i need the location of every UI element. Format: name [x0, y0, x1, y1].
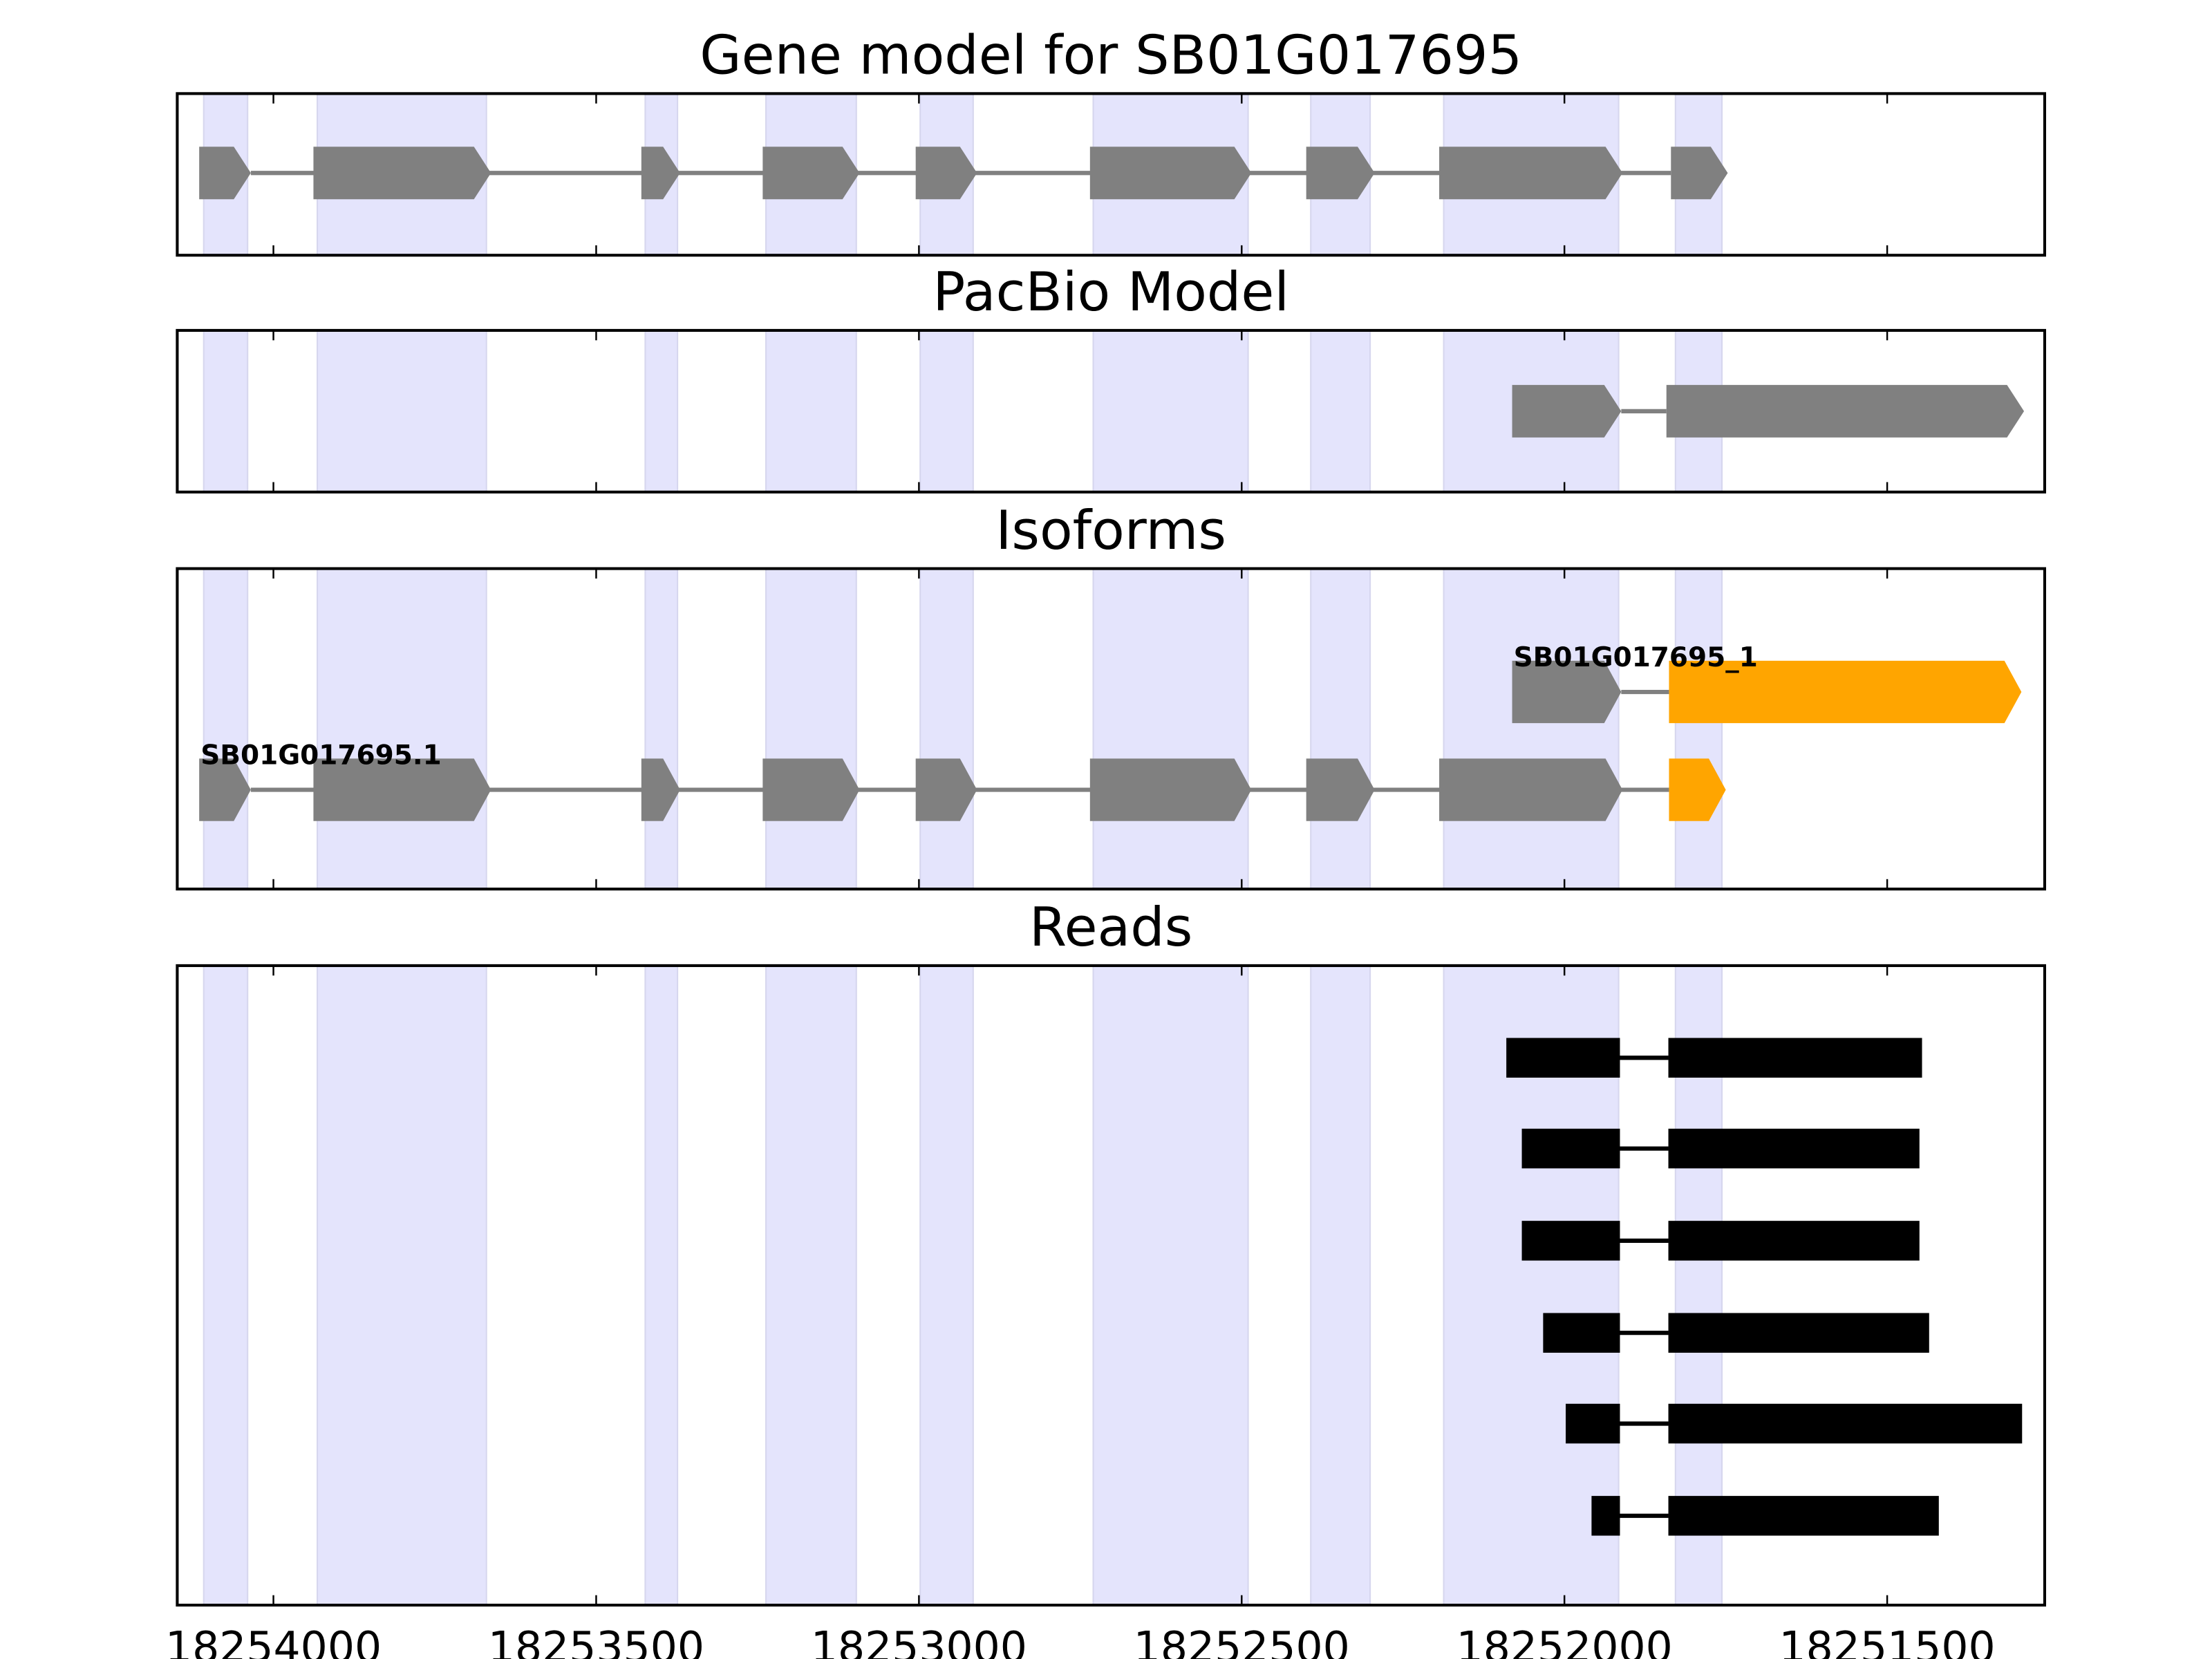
- exon: [762, 147, 860, 200]
- shaded-exon-region: [203, 568, 249, 890]
- shaded-exon-region: [1310, 964, 1371, 1606]
- exon: [1089, 147, 1252, 200]
- exon: [313, 758, 491, 821]
- exon: [1669, 660, 2022, 724]
- shaded-exon-region: [1674, 568, 1723, 890]
- read-block: [1668, 1403, 2023, 1444]
- exon: [199, 147, 251, 200]
- read-block: [1668, 1038, 1922, 1078]
- exon: [1512, 660, 1622, 724]
- shaded-exon-region: [765, 329, 857, 493]
- panel-title: Reads: [1029, 897, 1192, 959]
- exon: [1512, 384, 1622, 438]
- read-block: [1543, 1313, 1620, 1353]
- shaded-exon-region: [919, 329, 974, 493]
- panel-1: PacBio Model: [176, 261, 2046, 494]
- panel-title: Isoforms: [995, 500, 1226, 562]
- exon: [641, 147, 680, 200]
- exon: [1671, 147, 1728, 200]
- exon: [915, 147, 977, 200]
- shaded-exon-region: [1310, 329, 1371, 493]
- exon: [1306, 758, 1375, 821]
- x-tick-label: 18253000: [811, 1622, 1027, 1659]
- shaded-exon-region: [1092, 964, 1249, 1606]
- exon: [1669, 758, 1726, 821]
- panel-title: Gene model for SB01G017695: [700, 25, 1522, 87]
- shaded-exon-region: [919, 568, 974, 890]
- panel-frame: [176, 328, 2046, 494]
- read-block: [1566, 1403, 1620, 1444]
- shaded-exon-region: [644, 329, 679, 493]
- x-tick-label: 18252000: [1456, 1622, 1673, 1659]
- shaded-exon-region: [919, 964, 974, 1606]
- exon: [1089, 758, 1252, 821]
- exon: [915, 758, 977, 821]
- x-tick-label: 18254000: [165, 1622, 382, 1659]
- panel-0: Gene model for SB01G017695: [176, 25, 2046, 257]
- isoform-label: SB01G017695_1: [1514, 642, 1758, 673]
- x-tick-label: 18251500: [1779, 1622, 1996, 1659]
- panel-frame: [176, 964, 2046, 1607]
- shaded-exon-region: [644, 964, 679, 1606]
- shaded-exon-region: [203, 329, 249, 493]
- exon: [762, 758, 860, 821]
- panel-title: PacBio Model: [932, 261, 1289, 324]
- x-tick-label: 18252500: [1134, 1622, 1350, 1659]
- panel-frame: [176, 567, 2046, 891]
- read-block: [1668, 1313, 1929, 1353]
- exon: [1439, 758, 1623, 821]
- shaded-exon-region: [644, 568, 679, 890]
- read-block: [1521, 1221, 1620, 1261]
- read-block: [1668, 1128, 1920, 1169]
- shaded-exon-region: [1092, 568, 1249, 890]
- shaded-exon-region: [765, 568, 857, 890]
- exon: [1306, 147, 1375, 200]
- x-tick-label: 18253500: [488, 1622, 704, 1659]
- panel-2: Isoforms SB01G017695_1 SB01G017695.1: [176, 500, 2046, 891]
- panel-3: Reads: [176, 897, 2046, 1607]
- panel-frame: [176, 92, 2046, 257]
- shaded-exon-region: [317, 568, 487, 890]
- read-block: [1668, 1221, 1920, 1261]
- exon: [641, 758, 680, 821]
- exon: [313, 147, 491, 200]
- isoform-label: SB01G017695.1: [200, 740, 442, 771]
- read-block: [1506, 1038, 1620, 1078]
- shaded-exon-region: [317, 964, 487, 1606]
- read-block: [1521, 1128, 1620, 1169]
- shaded-exon-region: [1310, 568, 1371, 890]
- shaded-exon-region: [203, 964, 249, 1606]
- shaded-exon-region: [317, 329, 487, 493]
- read-block: [1591, 1496, 1620, 1536]
- exon: [1439, 147, 1623, 200]
- read-block: [1668, 1496, 1939, 1536]
- shaded-exon-region: [1092, 329, 1249, 493]
- shaded-exon-region: [765, 964, 857, 1606]
- shaded-exon-region: [1443, 568, 1620, 890]
- exon: [1666, 384, 2025, 438]
- exon: [199, 758, 251, 821]
